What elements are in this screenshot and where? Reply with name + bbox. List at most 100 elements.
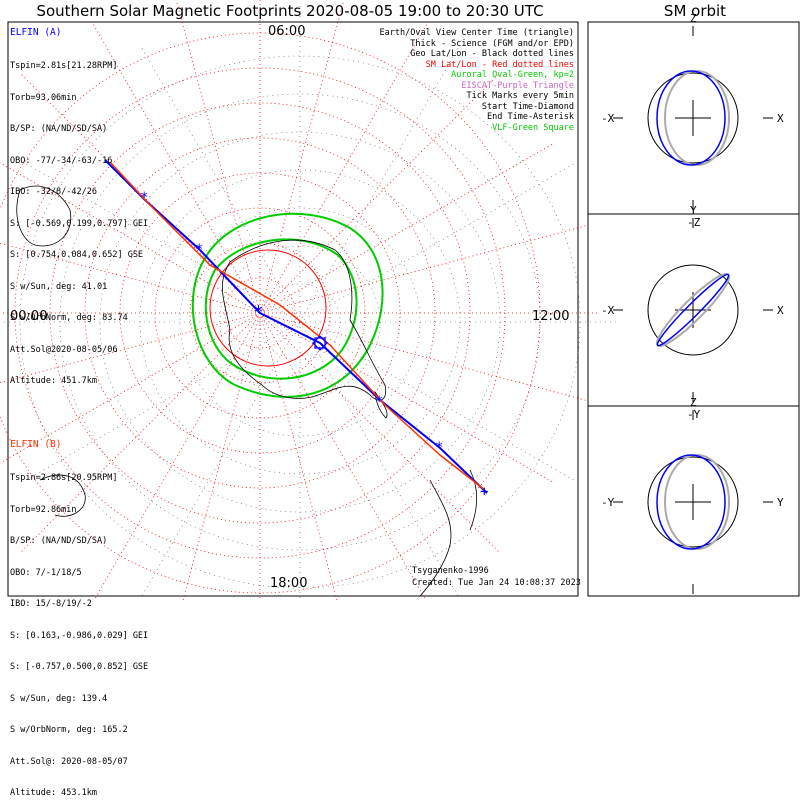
auroral-oval-inner — [204, 238, 358, 380]
legend-entry: Start Time-Diamond — [481, 101, 574, 112]
start-diamond — [312, 335, 328, 351]
sm-axis-label: Z — [690, 396, 697, 409]
australia-coast — [16, 185, 72, 247]
sm-lon-line — [259, 18, 431, 314]
sm-pole-circle — [209, 249, 327, 367]
sm-lon-line — [259, 312, 427, 600]
geo-lon-line — [139, 321, 301, 600]
sm-lon-line — [259, 224, 589, 314]
sm-lat-circle — [49, 102, 471, 524]
elfin-a-line: S: [-0.569,0.199,0.797] GEI — [10, 218, 149, 229]
earth-circle — [647, 264, 739, 356]
south-america-coast — [419, 469, 478, 597]
elfin-b-line: S: [0.163,-0.986,0.029] GEI — [10, 630, 149, 641]
sm-axis-label: -X — [601, 112, 615, 125]
orbit-a — [656, 70, 726, 166]
legend-entry: EISCAT-Purple Triangle — [461, 80, 574, 91]
legend-entry: SM Lat/Lon - Red dotted lines — [425, 59, 574, 70]
elfin-a-line: B/SP: (NA/ND/SD/SA) — [10, 124, 108, 134]
elfin-a-line: Att.Sol@2020-08-05/06 — [10, 344, 118, 355]
sm-lon-line — [259, 312, 501, 554]
geo-lon-line — [22, 321, 301, 483]
sm-axis-label: Z — [690, 12, 697, 25]
sm-axis-label: Y — [777, 496, 784, 509]
legend-entry: End Time-Asterisk — [487, 112, 574, 122]
elfin-b-line: Tspin=2.86s[20.95RPM] — [10, 473, 118, 483]
footprint-map: *****+ Z-Z-XXY-Y-XXZ-Z-YY — [0, 0, 800, 600]
legend-entry: Auroral Oval-Green, kp=2 — [451, 70, 574, 80]
elfin-a-tick: * — [435, 440, 443, 456]
geo-lon-line — [299, 321, 461, 600]
sm-orbit-title: SM orbit — [663, 2, 727, 20]
legend-entry: VLF-Green Square — [492, 122, 574, 133]
geo-lon-line — [139, 44, 301, 323]
legend-entry: Tick Marks every 5min — [466, 91, 574, 101]
sm-lon-line — [19, 72, 261, 314]
sm-lon-line — [0, 312, 261, 464]
sm-axis-label: Y — [690, 204, 697, 217]
sm-lon-line — [93, 312, 261, 600]
elfin-b-line: IBO: 15/-8/19/-2 — [10, 599, 92, 609]
sm-axis-label: -Y — [601, 496, 615, 509]
geo-lon-line — [299, 321, 578, 483]
mlt-label-top: 06:00 — [268, 24, 306, 39]
elfin-a-tick: * — [195, 242, 203, 258]
sm-lon-line — [89, 18, 261, 314]
elfin-b-line: B/SP: (NA/ND/SD/SA) — [10, 536, 108, 546]
elfin-a-line: S: [0.754,0.084,0.652] GSE — [10, 250, 144, 260]
sm-lon-line — [0, 312, 261, 384]
sm-axis-label: -Y — [687, 408, 701, 421]
elfin-b-line: Torb=92.86min — [10, 504, 77, 515]
sm-lon-line — [175, 0, 261, 314]
map-frame — [7, 21, 579, 597]
sm-lon-line — [259, 72, 501, 314]
elfin-a-line: OBO: -77/-34/-63/-16 — [10, 155, 113, 166]
sm-frame — [587, 21, 800, 597]
auroral-oval-outer — [191, 212, 384, 398]
page-title: Southern Solar Magnetic Footprints 2020-… — [36, 2, 544, 20]
elfin-b-line: S: [-0.757,0.500,0.852] GSE — [10, 662, 149, 672]
sm-lat-circle — [189, 242, 331, 384]
sm-lon-line — [259, 312, 589, 402]
sm-axis-label: X — [777, 304, 784, 317]
elfin-a-line: S w/OrbNorm, deg: 83.74 — [10, 313, 128, 323]
geo-lon-line — [22, 161, 301, 323]
elfin-b-info: Tspin=2.86s[20.95RPM] Torb=92.86min B/SP… — [10, 452, 148, 809]
end-asterisk: * — [253, 302, 264, 323]
elfin-a-track — [104, 159, 488, 494]
elfin-b-track — [109, 161, 486, 491]
sm-axis-label: -Z — [687, 216, 701, 229]
orbit-a — [656, 454, 726, 550]
elfin-b-line: Att.Sol@: 2020-08-05/07 — [10, 756, 128, 767]
sm-lon-line — [182, 312, 261, 600]
legend: Earth/Oval View Center Time (triangle) Th… — [300, 28, 574, 133]
sm-lat-circle — [84, 137, 436, 489]
legend-entry: Geo Lat/Lon - Black dotted lines — [410, 49, 574, 59]
sm-axis-label: X — [777, 112, 784, 125]
elfin-b-line: OBO: 7/-1/18/5 — [10, 567, 82, 578]
model-credit: Tsyganenko-1996 — [412, 566, 489, 576]
vlf-square — [314, 337, 326, 349]
elfin-a-tick: * — [140, 190, 148, 206]
geo-lon-line — [299, 44, 461, 323]
elfin-a-label: ELFIN (A) — [10, 27, 62, 38]
elfin-a-line: Altitude: 451.7km — [10, 376, 97, 386]
africa-coast — [39, 474, 86, 517]
mlt-label-bottom: 18:00 — [270, 576, 308, 591]
elfin-a-line: Tspin=2.81s[21.28RPM] — [10, 61, 118, 71]
sm-lon-line — [259, 312, 555, 484]
sm-lon-line — [259, 0, 345, 314]
elfin-b-line: S w/OrbNorm, deg: 165.2 — [10, 725, 128, 735]
antarctica-coast — [222, 239, 387, 401]
mlt-label-right: 12:00 — [532, 309, 570, 324]
elfin-a-info: Tspin=2.81s[21.28RPM] Torb=93.06min B/SP… — [10, 40, 148, 397]
elfin-a-line: IBO: -32/8/-42/26 — [10, 187, 97, 197]
elfin-a-line: S w/Sun, deg: 41.01 — [10, 281, 108, 292]
earth-circle — [647, 72, 739, 164]
geo-lon-line — [299, 161, 578, 323]
sm-lon-line — [0, 162, 261, 314]
legend-entry: Earth/Oval View Center Time (triangle) — [379, 28, 574, 38]
elfin-b-line: S w/Sun, deg: 139.4 — [10, 693, 108, 704]
elfin-a-end: + — [480, 484, 488, 500]
orbit-a — [656, 273, 730, 347]
